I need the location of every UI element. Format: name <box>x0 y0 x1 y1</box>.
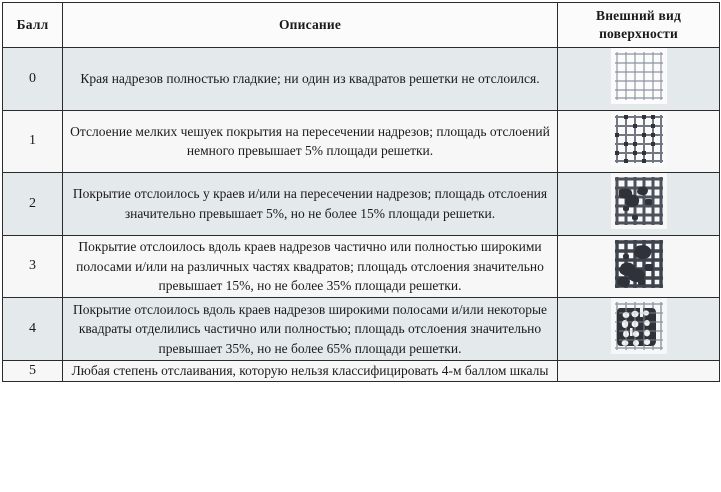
cell-score: 2 <box>2 172 63 236</box>
cell-description: Покрытие отслоилось вдоль краев надрезов… <box>62 234 558 299</box>
cell-description: Покрытие отслоилось вдоль краев надрезов… <box>62 297 558 361</box>
description-text: Покрытие отслоилось у краев и/или на пер… <box>72 186 548 221</box>
cell-score: 3 <box>2 234 63 299</box>
column-header-appearance: Внешний вид поверхности <box>557 2 720 48</box>
grid-edge-peel-icon <box>610 173 667 230</box>
cell-appearance-empty <box>557 359 720 383</box>
cell-score: 0 <box>2 47 63 111</box>
cell-appearance <box>557 172 720 236</box>
description-text: Покрытие отслоилось вдоль краев надрезов… <box>72 301 548 356</box>
cell-score: 5 <box>2 359 63 383</box>
cell-appearance <box>557 297 720 361</box>
grid-wide-strips-icon <box>610 235 667 292</box>
column-header-appearance-line1: Внешний вид <box>596 7 681 23</box>
column-header-description: Описание <box>62 2 558 48</box>
description-text: Любая степень отслаивания, которую нельз… <box>71 363 549 379</box>
cell-description: Любая степень отслаивания, которую нельз… <box>62 359 558 383</box>
description-text: Края надрезов полностью гладкие; ни один… <box>80 71 540 86</box>
table-row: 5 Любая степень отслаивания, которую нел… <box>2 359 720 383</box>
cell-appearance <box>557 109 720 174</box>
table-row: 0 Края надрезов полностью гладкие; ни од… <box>2 47 720 111</box>
table-body: 0 Края надрезов полностью гладкие; ни од… <box>2 47 720 383</box>
adhesion-rating-table: Балл Описание Внешний вид поверхности 0 … <box>2 2 720 383</box>
table-row: 4 Покрытие отслоилось вдоль краев надрез… <box>2 297 720 361</box>
cell-score: 1 <box>2 109 63 174</box>
cell-appearance <box>557 47 720 111</box>
description-text: Отслоение мелких чешуек покрытия на пере… <box>70 123 550 159</box>
cell-score: 4 <box>2 297 63 361</box>
column-header-appearance-line2: поверхности <box>599 26 678 41</box>
cell-description: Края надрезов полностью гладкие; ни один… <box>62 47 558 111</box>
grid-intact-icon <box>610 48 667 104</box>
header-row: Балл Описание Внешний вид поверхности <box>2 2 720 48</box>
table-row: 1 Отслоение мелких чешуек покрытия на пе… <box>2 109 720 174</box>
grid-heavy-peel-icon <box>610 298 667 355</box>
grid-small-flakes-icon <box>610 110 667 167</box>
cell-description: Покрытие отслоилось у краев и/или на пер… <box>62 172 558 236</box>
description-text: Покрытие отслоилось вдоль краев надрезов… <box>76 239 544 294</box>
table-row: 2 Покрытие отслоилось у краев и/или на п… <box>2 172 720 236</box>
table-header: Балл Описание Внешний вид поверхности <box>2 2 720 48</box>
cell-appearance <box>557 234 720 299</box>
cell-description: Отслоение мелких чешуек покрытия на пере… <box>62 109 558 174</box>
column-header-score: Балл <box>2 2 63 48</box>
table-row: 3 Покрытие отслоилось вдоль краев надрез… <box>2 234 720 299</box>
